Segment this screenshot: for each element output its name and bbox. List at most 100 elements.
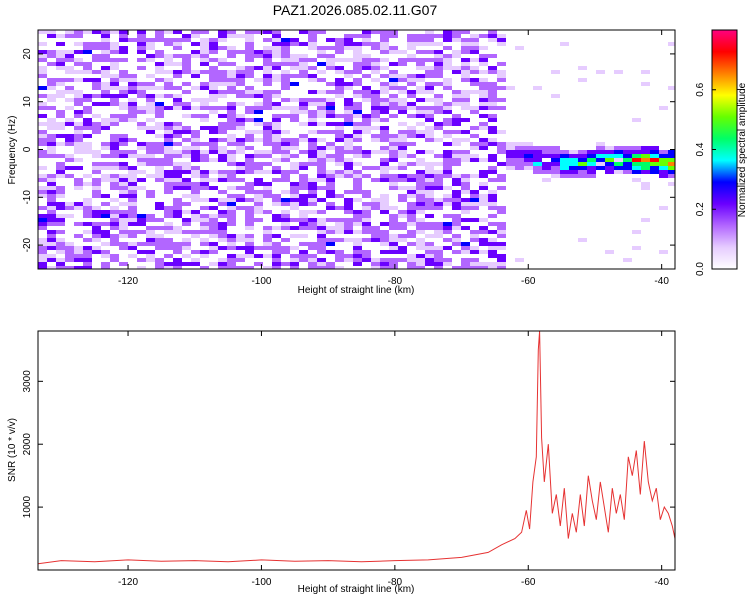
heatmap-cell bbox=[587, 162, 596, 166]
heatmap-cell bbox=[74, 246, 83, 250]
heatmap-cell bbox=[299, 198, 308, 202]
heatmap-cell bbox=[407, 38, 416, 42]
heatmap-cell bbox=[263, 38, 272, 42]
heatmap-cell bbox=[299, 250, 308, 254]
heatmap-cell bbox=[38, 50, 47, 54]
heatmap-cell bbox=[326, 122, 335, 126]
heatmap-cell bbox=[389, 82, 398, 86]
x-tick-label: -100 bbox=[251, 276, 271, 287]
heatmap-cell bbox=[209, 178, 218, 182]
heatmap-cell bbox=[587, 154, 596, 158]
heatmap-cell bbox=[290, 42, 299, 46]
heatmap-cell bbox=[470, 202, 479, 206]
heatmap-cell bbox=[353, 78, 362, 82]
heatmap-cell bbox=[326, 102, 335, 106]
heatmap-cell bbox=[119, 30, 128, 34]
heatmap-cell bbox=[299, 110, 308, 114]
heatmap-cell bbox=[452, 70, 461, 74]
colorbar-tick-label: 0.2 bbox=[695, 202, 706, 216]
heatmap-cell bbox=[128, 154, 137, 158]
heatmap-cell bbox=[434, 254, 443, 258]
heatmap-cell bbox=[470, 50, 479, 54]
heatmap-cell bbox=[335, 206, 344, 210]
heatmap-cell bbox=[56, 122, 65, 126]
heatmap-cell bbox=[416, 86, 425, 90]
heatmap-cell bbox=[434, 258, 443, 262]
heatmap-cell bbox=[344, 166, 353, 170]
heatmap-cell bbox=[146, 42, 155, 46]
heatmap-cell bbox=[101, 90, 110, 94]
heatmap-cell bbox=[398, 98, 407, 102]
heatmap-cell bbox=[155, 178, 164, 182]
heatmap-cell bbox=[227, 30, 236, 34]
heatmap-cell bbox=[92, 166, 101, 170]
heatmap-cell bbox=[317, 146, 326, 150]
heatmap-cell bbox=[119, 190, 128, 194]
heatmap-cell bbox=[353, 174, 362, 178]
heatmap-cell bbox=[452, 202, 461, 206]
heatmap-cell bbox=[362, 130, 371, 134]
heatmap-cell bbox=[74, 254, 83, 258]
heatmap-cell bbox=[317, 226, 326, 230]
heatmap-cell bbox=[182, 182, 191, 186]
heatmap-cell bbox=[74, 250, 83, 254]
heatmap-cell bbox=[245, 154, 254, 158]
heatmap-cell bbox=[416, 110, 425, 114]
heatmap-cell bbox=[83, 246, 92, 250]
heatmap-cell bbox=[317, 106, 326, 110]
heatmap-cell bbox=[416, 198, 425, 202]
heatmap-cell bbox=[335, 222, 344, 226]
heatmap-cell bbox=[281, 202, 290, 206]
heatmap-cell bbox=[560, 166, 569, 170]
heatmap-cell bbox=[488, 98, 497, 102]
heatmap-cell bbox=[380, 194, 389, 198]
heatmap-cell bbox=[281, 262, 290, 266]
heatmap-cell bbox=[227, 86, 236, 90]
heatmap-cell bbox=[65, 58, 74, 62]
heatmap-cell bbox=[56, 62, 65, 66]
heatmap-cell bbox=[146, 214, 155, 218]
heatmap-cell bbox=[182, 146, 191, 150]
heatmap-cell bbox=[101, 174, 110, 178]
heatmap-cell bbox=[299, 226, 308, 230]
heatmap-cell bbox=[146, 234, 155, 238]
heatmap-cell bbox=[290, 118, 299, 122]
heatmap-cell bbox=[362, 34, 371, 38]
heatmap-cell bbox=[416, 242, 425, 246]
heatmap-cell bbox=[101, 142, 110, 146]
heatmap-cell bbox=[308, 154, 317, 158]
heatmap-cell bbox=[596, 158, 605, 162]
heatmap-cell bbox=[47, 98, 56, 102]
heatmap-cell bbox=[245, 170, 254, 174]
heatmap-cell bbox=[371, 94, 380, 98]
heatmap-cell bbox=[614, 154, 623, 158]
heatmap-cell bbox=[353, 186, 362, 190]
heatmap-cell bbox=[137, 170, 146, 174]
heatmap-cell bbox=[137, 90, 146, 94]
heatmap-cell bbox=[236, 114, 245, 118]
heatmap-cell bbox=[335, 114, 344, 118]
heatmap-cell bbox=[254, 154, 263, 158]
heatmap-cell bbox=[353, 258, 362, 262]
heatmap-cell bbox=[416, 258, 425, 262]
heatmap-cell bbox=[272, 250, 281, 254]
heatmap-cell bbox=[326, 266, 335, 269]
heatmap-cell bbox=[398, 250, 407, 254]
heatmap-cell bbox=[524, 146, 533, 150]
heatmap-cell bbox=[461, 190, 470, 194]
heatmap-cell bbox=[38, 114, 47, 118]
heatmap-cell bbox=[416, 230, 425, 234]
heatmap-cell bbox=[209, 82, 218, 86]
heatmap-cell bbox=[434, 186, 443, 190]
heatmap-cell bbox=[335, 134, 344, 138]
heatmap-cell bbox=[290, 218, 299, 222]
heatmap-cell bbox=[317, 162, 326, 166]
heatmap-cell bbox=[245, 118, 254, 122]
heatmap-cell bbox=[497, 262, 506, 266]
heatmap-cell bbox=[272, 218, 281, 222]
heatmap-cell bbox=[47, 214, 56, 218]
heatmap-cell bbox=[317, 238, 326, 242]
heatmap-cell bbox=[218, 34, 227, 38]
x-tick-label: -60 bbox=[521, 276, 536, 287]
heatmap-cell bbox=[137, 222, 146, 226]
